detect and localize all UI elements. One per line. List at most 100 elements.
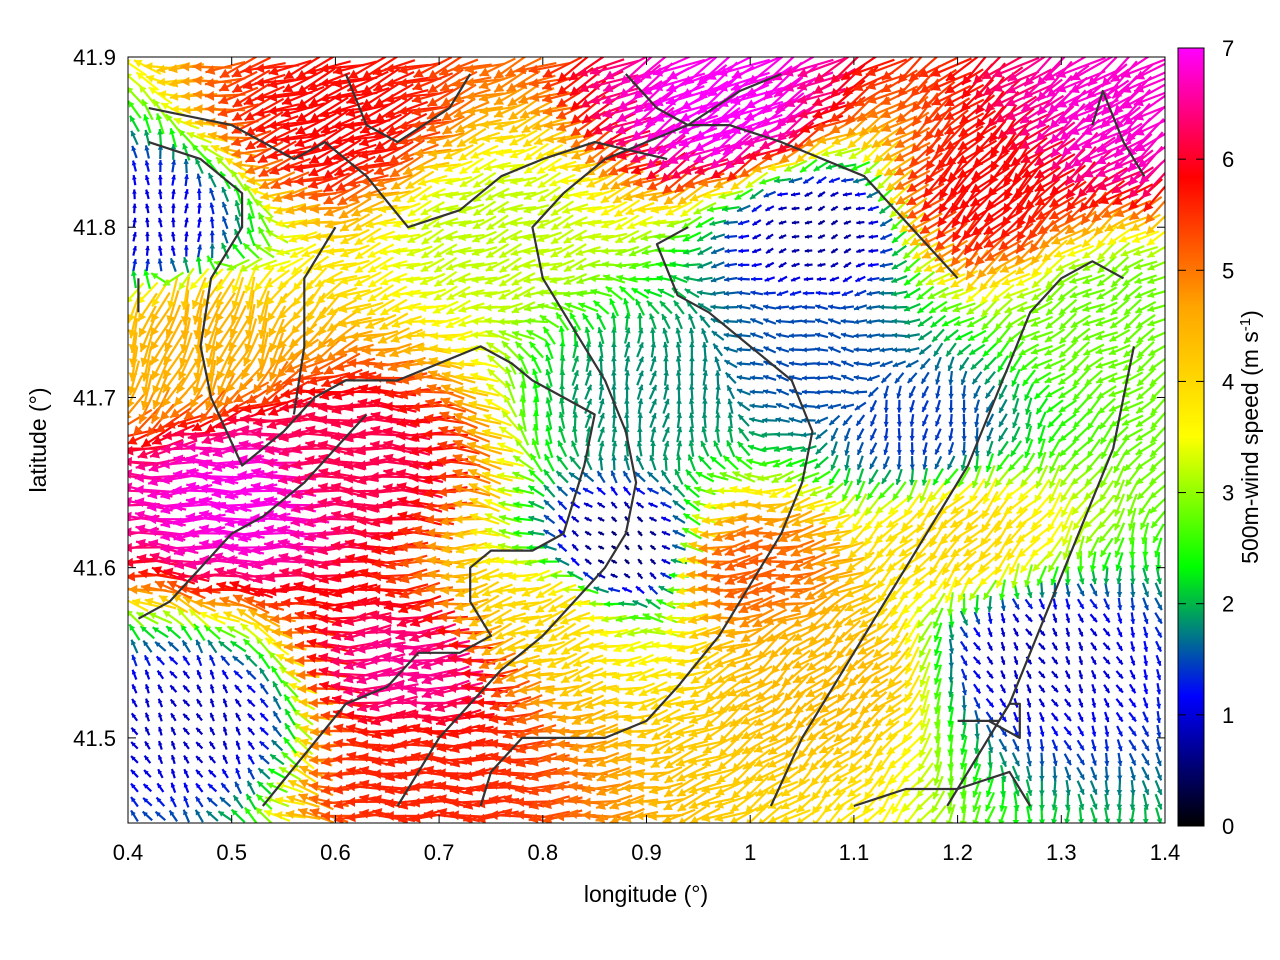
wind-arrow — [1129, 807, 1136, 823]
y-tick-label: 41.6 — [73, 556, 116, 581]
wind-arrow — [423, 809, 468, 820]
wind-arrow — [984, 791, 996, 812]
colorbar — [1177, 47, 1205, 827]
colorbar-tick-label: 2 — [1222, 592, 1234, 617]
wind-arrow — [141, 810, 153, 822]
wind-arrow — [154, 810, 167, 822]
wind-arrow — [205, 810, 219, 822]
wind-arrow — [780, 793, 811, 810]
colorbar-tick-label: 4 — [1222, 369, 1234, 394]
wind-arrow — [156, 782, 165, 793]
y-tick-label: 41.5 — [73, 726, 116, 751]
x-tick-label: 0.9 — [631, 840, 662, 865]
wind-arrow — [206, 796, 218, 807]
colorbar-tick-label: 3 — [1222, 481, 1234, 506]
wind-arrow — [1142, 793, 1150, 810]
wind-arrow — [232, 794, 244, 809]
x-tick-label: 1.2 — [942, 840, 973, 865]
wind-arrow — [1116, 807, 1123, 823]
wind-arrow — [915, 791, 936, 812]
wind-arrow — [744, 789, 769, 815]
wind-arrow — [142, 783, 153, 793]
wind-arrow — [676, 791, 707, 812]
wind-arrow — [285, 809, 321, 820]
wind-arrow — [1026, 806, 1033, 823]
colorbar-title: 500m-wind speed (m s-1) — [1237, 310, 1263, 564]
colorbar-tick-label: 5 — [1222, 258, 1234, 283]
wind-arrow — [246, 780, 256, 795]
wind-arrow — [714, 795, 747, 809]
x-tick-label: 1 — [744, 840, 756, 865]
wind-arrow — [255, 793, 273, 811]
wind-arrow — [1116, 793, 1123, 810]
wind-arrow — [410, 797, 455, 808]
x-tick-label: 0.4 — [113, 840, 144, 865]
wind-arrow — [244, 806, 258, 823]
wind-arrow — [688, 794, 721, 810]
wind-arrow — [230, 808, 246, 823]
wind-arrow — [234, 781, 243, 795]
wind-arrow — [275, 796, 305, 806]
wind-arrow — [946, 804, 956, 823]
wind-arrow — [1051, 806, 1058, 823]
wind-arrow — [423, 794, 468, 808]
wind-arrow — [833, 792, 862, 811]
wind-arrow — [194, 809, 204, 823]
wind-arrow — [972, 791, 982, 813]
wind-arrow — [663, 792, 695, 811]
wind-arrow — [729, 791, 758, 813]
wind-arrow — [1077, 793, 1085, 810]
wind-arrow — [1051, 793, 1058, 811]
wind-arrow — [1064, 793, 1071, 811]
wind-arrow — [1038, 793, 1045, 811]
wind-arrow — [462, 810, 507, 823]
wind-arrow — [449, 810, 494, 821]
wind-arrow — [595, 794, 633, 810]
wind-arrow — [931, 790, 946, 814]
wind-arrow — [714, 811, 748, 823]
y-axis-title: latitude (°) — [25, 387, 51, 492]
wind-arrow — [836, 805, 861, 823]
wind-arrow — [892, 802, 907, 823]
wind-arrow — [142, 797, 153, 807]
wind-arrow — [662, 808, 696, 823]
wind-arrow — [155, 796, 166, 807]
wind-arrow — [755, 791, 784, 813]
wind-arrow — [648, 798, 684, 808]
wind-arrow — [1090, 807, 1098, 823]
wind-arrow — [689, 807, 721, 823]
wind-arrow — [1104, 807, 1111, 823]
y-tick-label: 41.8 — [73, 215, 116, 240]
wind-arrow — [286, 794, 320, 809]
wind-arrow — [1078, 807, 1085, 823]
wind-arrow — [170, 782, 177, 793]
colorbar-tick-label: 6 — [1222, 147, 1234, 172]
wind-arrow — [701, 811, 735, 823]
wind-arrow — [195, 796, 204, 808]
wind-arrow — [254, 806, 273, 823]
wind-arrow — [359, 808, 403, 821]
wind-arrow — [168, 809, 178, 822]
y-tick-label: 41.7 — [73, 385, 116, 410]
wind-arrow — [1089, 793, 1098, 810]
x-tick-label: 0.5 — [216, 840, 247, 865]
wind-arrow — [879, 803, 895, 823]
wind-arrow — [972, 804, 982, 823]
wind-arrow — [130, 782, 139, 793]
wind-arrow — [207, 783, 218, 793]
wind-arrow — [220, 782, 230, 793]
wind-arrow — [219, 796, 232, 808]
wind-arrow — [130, 796, 139, 808]
wind-arrow — [195, 782, 204, 793]
wind-arrow — [1064, 807, 1071, 823]
wind-arrow — [183, 782, 190, 793]
wind-arrow — [169, 796, 177, 808]
wind-arrow — [1155, 807, 1163, 823]
wind-arrow — [245, 793, 257, 811]
wind-arrow — [183, 795, 190, 808]
wind-arrow — [595, 810, 633, 823]
colorbar-tick-label: 1 — [1222, 703, 1234, 728]
wind-arrow — [256, 780, 272, 795]
colorbar-tick-label: 0 — [1222, 814, 1234, 839]
